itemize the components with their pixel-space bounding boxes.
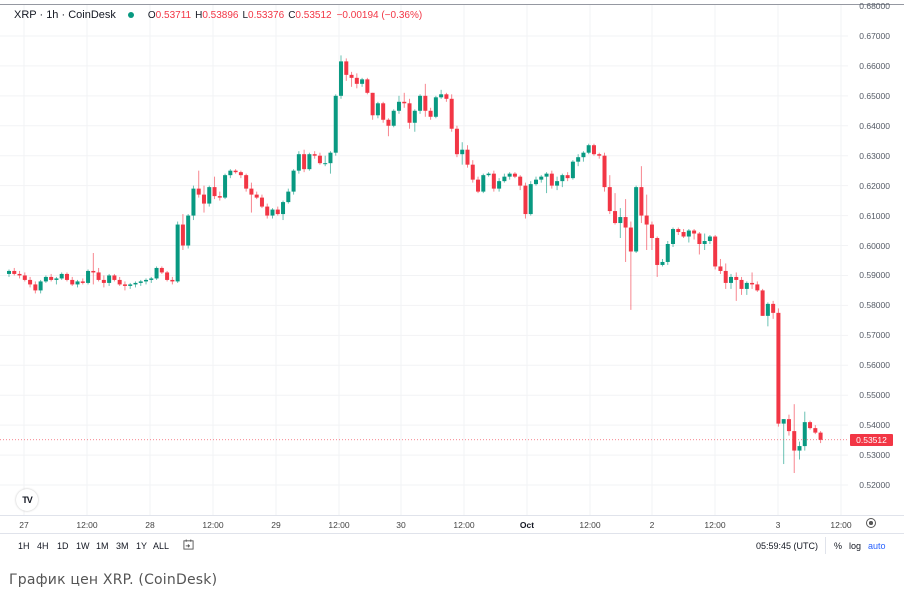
range-button-3m[interactable]: 3M <box>116 541 129 551</box>
log-scale-toggle[interactable]: log <box>849 541 862 551</box>
open-label: O <box>147 9 156 21</box>
time-tick-label: 2 <box>649 520 655 530</box>
price-tick-label: 0.68000 <box>859 1 890 11</box>
price-tick-label: 0.66000 <box>859 60 890 71</box>
price-tick-label: 0.56000 <box>859 360 890 371</box>
candlestick-plot[interactable] <box>0 0 904 560</box>
time-tick-label: 3 <box>775 520 781 530</box>
price-tick-label: 0.62000 <box>859 180 890 191</box>
time-tick-label: 27 <box>19 520 29 530</box>
time-tick-label: 30 <box>396 520 406 530</box>
time-tick-label: 12:00 <box>202 520 224 530</box>
auto-scale-toggle[interactable]: auto <box>868 541 886 551</box>
symbol-title[interactable]: XRP · 1h · CoinDesk <box>14 9 116 21</box>
high-label: H <box>195 9 203 21</box>
price-tick-label: 0.65000 <box>859 90 890 101</box>
time-tick-label: 12:00 <box>579 520 601 530</box>
time-tick-label: 12:00 <box>453 520 475 530</box>
figure-caption: График цен XRP. (CoinDesk) <box>9 572 218 588</box>
low-value: 0.53376 <box>248 9 285 21</box>
current-price-badge: 0.53512 <box>850 433 893 446</box>
close-label: C <box>288 9 296 21</box>
bottom-toolbar: 1H 4H 1D 1W 1M 3M 1Y ALL 05:59:45 (UTC) … <box>0 535 904 557</box>
price-tick-label: 0.60000 <box>859 240 890 251</box>
price-tick-label: 0.63000 <box>859 150 890 161</box>
market-status-dot-icon <box>127 12 134 18</box>
utc-clock[interactable]: 05:59:45 (UTC) <box>756 541 819 551</box>
tradingview-logo[interactable]: TV <box>16 489 38 511</box>
date-range-calendar-icon[interactable] <box>183 539 194 550</box>
range-button-all[interactable]: ALL <box>153 541 170 551</box>
range-button-1w[interactable]: 1W <box>76 541 90 551</box>
time-tick-label: 12:00 <box>76 520 98 530</box>
price-tick-label: 0.55000 <box>859 390 890 401</box>
price-tick-label: 0.59000 <box>859 270 890 281</box>
open-value: 0.53711 <box>155 9 192 21</box>
low-label: L <box>242 9 249 21</box>
price-tick-label: 0.61000 <box>859 210 890 221</box>
range-button-1h[interactable]: 1H <box>18 541 30 551</box>
close-value: 0.53512 <box>295 9 332 21</box>
price-change: −0.00194 (−0.36%) <box>336 9 423 21</box>
price-tick-label: 0.57000 <box>859 330 890 341</box>
range-button-4h[interactable]: 4H <box>37 541 49 551</box>
price-tick-label: 0.52000 <box>859 480 890 490</box>
time-tick-label: Oct <box>519 520 535 530</box>
high-value: 0.53896 <box>202 9 239 21</box>
price-tick-label: 0.54000 <box>859 420 890 431</box>
percent-scale-toggle[interactable]: % <box>834 541 843 551</box>
settings-gear-icon[interactable] <box>866 518 876 528</box>
time-tick-label: 12:00 <box>328 520 350 530</box>
price-tick-label: 0.53000 <box>859 450 890 461</box>
range-button-1m[interactable]: 1M <box>96 541 109 551</box>
time-tick-label: 28 <box>145 520 155 530</box>
price-tick-label: 0.58000 <box>859 300 890 311</box>
price-tick-label: 0.67000 <box>859 30 890 41</box>
time-tick-label: 29 <box>271 520 281 530</box>
time-tick-label: 12:00 <box>704 520 726 530</box>
time-tick-label: 12:00 <box>830 520 852 530</box>
range-button-1d[interactable]: 1D <box>57 541 69 551</box>
price-tick-label: 0.64000 <box>859 120 890 131</box>
range-button-1y[interactable]: 1Y <box>136 541 148 551</box>
toolbar-divider <box>825 537 826 554</box>
